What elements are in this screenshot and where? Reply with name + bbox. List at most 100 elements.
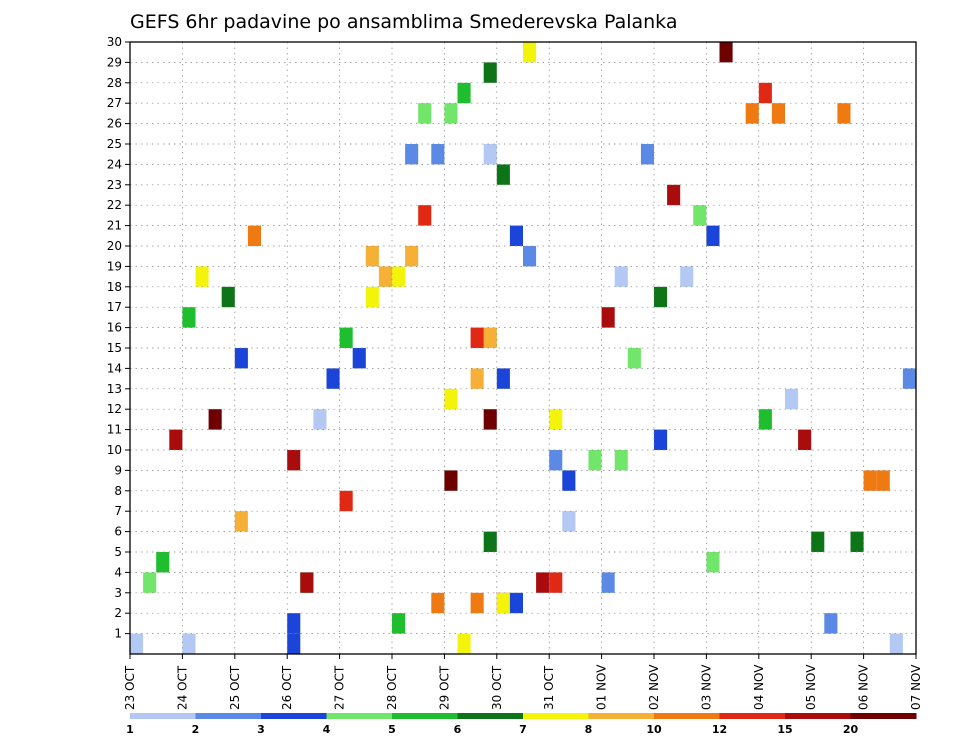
- heat-cell: [169, 429, 183, 450]
- heat-cell: [549, 450, 563, 471]
- colorbar-label: 15: [777, 723, 792, 736]
- y-tick-label: 14: [107, 361, 122, 375]
- heat-cell: [640, 144, 654, 165]
- x-tick-label: 05 NOV: [804, 664, 818, 710]
- heat-cell: [221, 286, 235, 308]
- colorbar-label: 6: [454, 723, 462, 736]
- x-tick-label: 02 NOV: [647, 664, 661, 710]
- x-tick-label: 06 NOV: [857, 664, 871, 710]
- heat-cell: [392, 266, 406, 287]
- heat-cell: [549, 572, 563, 593]
- heat-cell: [496, 368, 510, 389]
- grid-layer: [130, 42, 916, 654]
- colorbar-swatch: [785, 713, 851, 719]
- heat-cell: [706, 225, 720, 246]
- heat-cell: [378, 266, 392, 287]
- heat-cell: [326, 368, 340, 389]
- heat-cell: [758, 82, 772, 104]
- heat-cell: [143, 572, 157, 593]
- heat-cell: [654, 286, 668, 308]
- heat-cell: [405, 246, 419, 267]
- heat-cell: [365, 246, 379, 267]
- heat-cell: [601, 307, 615, 328]
- y-tick-label: 6: [114, 525, 122, 539]
- y-tick-label: 22: [107, 198, 122, 212]
- heat-cell: [300, 572, 314, 593]
- x-tick-label: 28 OCT: [385, 665, 399, 710]
- chart-title: GEFS 6hr padavine po ansamblima Smederev…: [130, 11, 677, 33]
- x-tick-label: 03 NOV: [699, 664, 713, 710]
- colorbar-swatch: [392, 713, 458, 719]
- y-tick-label: 25: [107, 137, 122, 151]
- y-tick-label: 5: [114, 545, 122, 559]
- heat-cell: [785, 388, 799, 410]
- heat-cell: [667, 184, 681, 206]
- colorbar-swatch: [719, 713, 786, 719]
- heat-cell: [680, 266, 694, 287]
- y-tick-label: 23: [107, 178, 122, 192]
- y-tick-label: 30: [107, 35, 122, 49]
- heat-cell: [837, 103, 851, 124]
- x-tick-label: 04 NOV: [752, 664, 766, 710]
- y-tick-label: 20: [107, 239, 122, 253]
- colorbar-swatch: [588, 713, 655, 719]
- heat-cell: [444, 388, 458, 410]
- y-tick-label: 16: [107, 321, 122, 335]
- heat-cell: [208, 409, 222, 430]
- heat-cell: [771, 103, 785, 124]
- colorbar-label: 5: [388, 723, 396, 736]
- heat-cell: [693, 205, 707, 226]
- heat-cell: [130, 633, 144, 654]
- heat-cell: [758, 409, 772, 430]
- heat-cell: [483, 531, 497, 552]
- colorbar-label: 20: [843, 723, 859, 736]
- heat-cell: [313, 409, 327, 430]
- heat-cell: [509, 592, 523, 614]
- heat-cell: [431, 592, 445, 614]
- heat-cell: [418, 205, 432, 226]
- x-axis: 23 OCT 24 OCT 25 OCT 26 OCT 27 OCT 28 OCT 29 O…: [123, 654, 923, 710]
- x-tick-label: 25 OCT: [228, 665, 242, 710]
- x-tick-label: 24 OCT: [175, 665, 189, 710]
- colorbar-swatch: [130, 713, 196, 719]
- heat-cell: [182, 633, 196, 654]
- y-tick-label: 2: [114, 606, 122, 620]
- heat-cell: [470, 327, 484, 348]
- heat-cell: [798, 429, 812, 450]
- y-tick-label: 10: [107, 443, 122, 457]
- heat-cell: [614, 266, 628, 287]
- y-tick-label: 11: [107, 423, 122, 437]
- heat-cell: [234, 348, 248, 369]
- colorbar-swatch: [326, 713, 393, 719]
- x-tick-label: 23 OCT: [123, 665, 137, 710]
- heat-cell: [431, 144, 445, 165]
- heat-cell: [889, 633, 903, 654]
- colorbar-swatch: [195, 713, 262, 719]
- heat-cell: [706, 552, 720, 573]
- colorbar-legend: 1 2 3 4 5 6 7 8 10 12 15 20: [126, 713, 917, 736]
- heat-cell: [536, 572, 550, 593]
- y-tick-label: 15: [107, 341, 122, 355]
- heat-cell: [850, 531, 864, 552]
- heat-cell: [287, 633, 301, 654]
- heat-cell: [195, 266, 209, 287]
- y-tick-label: 28: [107, 76, 122, 90]
- heat-cell: [339, 327, 353, 348]
- x-tick-label: 31 OCT: [542, 665, 556, 710]
- heat-cell: [562, 470, 576, 491]
- heat-cell: [405, 144, 419, 165]
- heat-cell: [496, 592, 510, 614]
- y-tick-label: 18: [107, 280, 122, 294]
- y-tick-label: 13: [107, 382, 122, 396]
- heat-cell: [287, 613, 301, 634]
- heat-cell: [182, 307, 196, 328]
- y-tick-label: 8: [114, 484, 122, 498]
- y-tick-label: 19: [107, 259, 122, 273]
- colorbar-label: 8: [585, 723, 593, 736]
- heat-cell: [601, 572, 615, 593]
- heat-cell: [588, 450, 602, 471]
- colorbar-swatch: [850, 713, 917, 719]
- heat-cell: [654, 429, 668, 450]
- y-tick-label: 17: [107, 300, 122, 314]
- heat-cell: [824, 613, 838, 634]
